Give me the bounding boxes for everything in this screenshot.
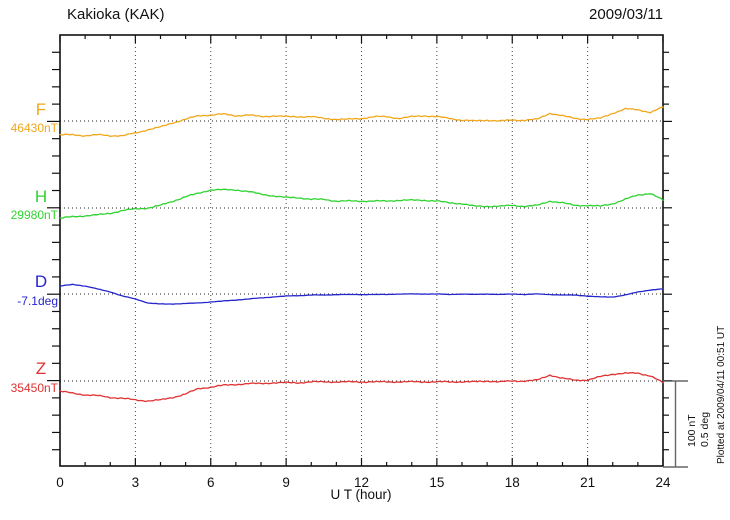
channel-label-z: Z <box>35 359 47 378</box>
x-axis-title: U T (hour) <box>330 487 392 502</box>
channel-baseline-d: -7.1deg <box>17 294 58 308</box>
plot-frame <box>59 34 664 467</box>
scale-bar-label-deg: 0.5 deg <box>699 411 712 447</box>
x-tick-label-0: 0 <box>56 475 64 490</box>
channel-baseline-f: 46430nT <box>10 121 58 135</box>
x-tick-label-15: 15 <box>429 475 444 490</box>
date-label: 2009/03/11 <box>589 6 663 23</box>
x-tick-label-18: 18 <box>505 475 520 490</box>
trace-h <box>59 188 664 219</box>
plotted-at-note: Plotted at 2009/04/11 00:51 UT <box>716 325 727 464</box>
trace-f <box>59 106 664 138</box>
station-title: Kakioka (KAK) <box>67 6 165 23</box>
channel-baseline-h: 29980nT <box>10 208 58 222</box>
x-tick-label-21: 21 <box>580 475 595 490</box>
x-tick-label-24: 24 <box>655 475 671 490</box>
x-tick-label-12: 12 <box>354 475 369 490</box>
channel-label-h: H <box>34 187 48 206</box>
trace-d <box>59 283 664 305</box>
scale-bar-label: 100 nT 0.5 deg <box>686 412 712 447</box>
x-tick-label-3: 3 <box>132 475 140 490</box>
channel-label-d: D <box>34 272 48 291</box>
channel-baseline-z: 35450nT <box>10 381 58 395</box>
x-tick-label-6: 6 <box>207 475 215 490</box>
channel-label-f: F <box>35 100 47 119</box>
scale-bar-label-nt: 100 nT <box>686 414 698 447</box>
trace-z <box>59 371 664 403</box>
x-tick-label-9: 9 <box>282 475 290 490</box>
